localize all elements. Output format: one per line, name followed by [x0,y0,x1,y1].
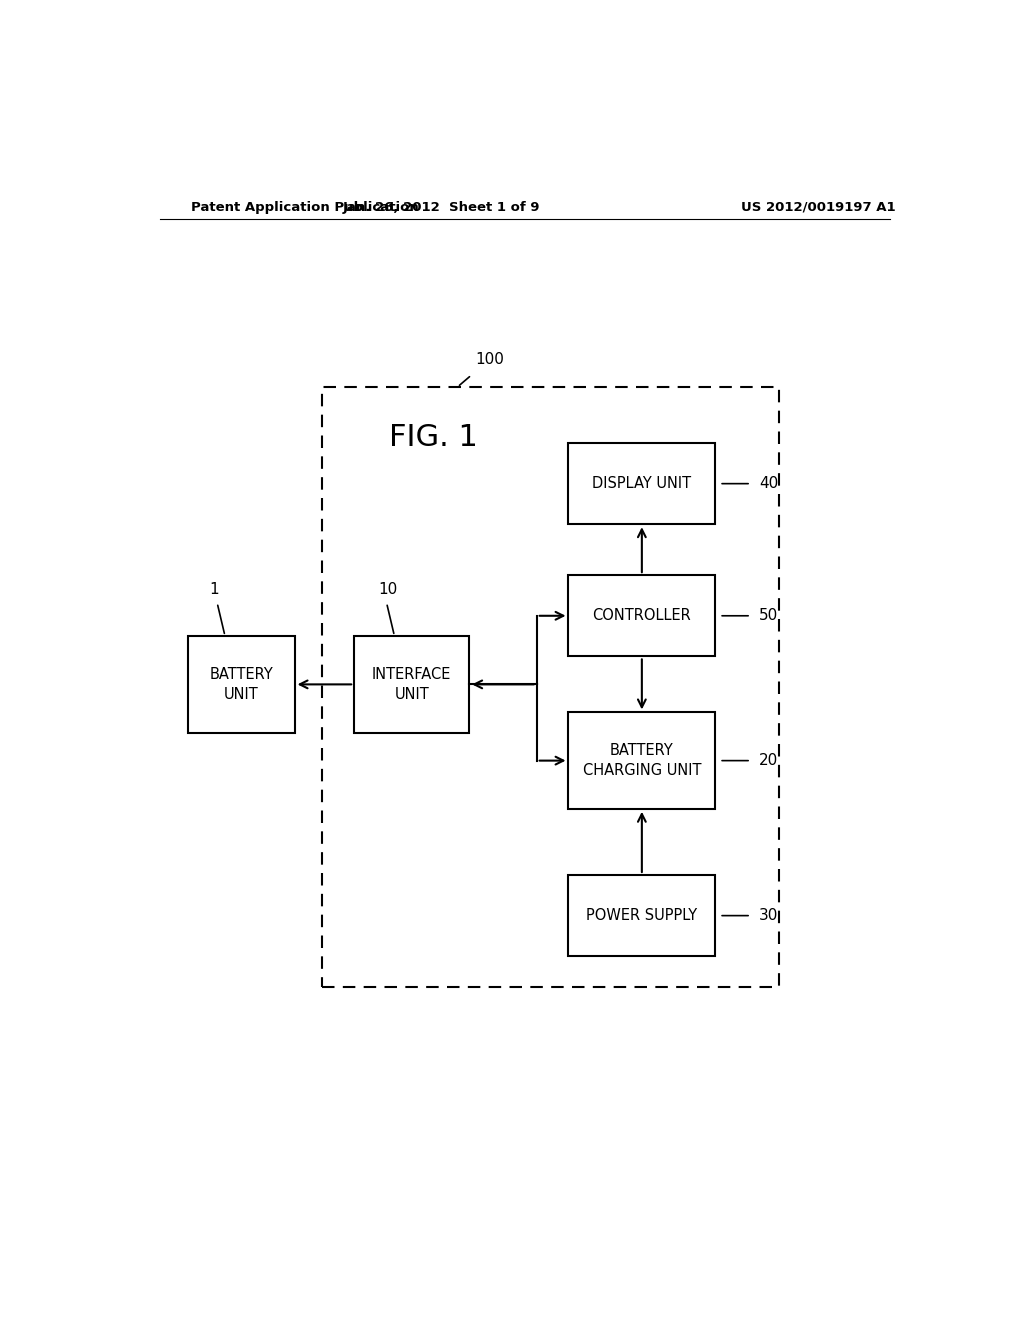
Bar [568,576,715,656]
Bar [323,387,778,987]
Text: BATTERY
UNIT: BATTERY UNIT [209,667,273,702]
Text: BATTERY
CHARGING UNIT: BATTERY CHARGING UNIT [583,743,701,777]
Bar [568,713,715,809]
Bar [354,636,469,733]
Text: Jan. 26, 2012  Sheet 1 of 9: Jan. 26, 2012 Sheet 1 of 9 [343,201,541,214]
Text: Patent Application Publication: Patent Application Publication [191,201,419,214]
Text: 10: 10 [379,582,398,598]
Bar [568,444,715,524]
Text: POWER SUPPLY: POWER SUPPLY [587,908,697,923]
Text: 50: 50 [759,609,778,623]
Text: 40: 40 [759,477,778,491]
Text: CONTROLLER: CONTROLLER [593,609,691,623]
Bar [568,875,715,956]
Text: 20: 20 [759,754,778,768]
Text: 30: 30 [759,908,778,923]
Text: 1: 1 [209,582,219,598]
Text: FIG. 1: FIG. 1 [389,424,478,453]
Text: US 2012/0019197 A1: US 2012/0019197 A1 [741,201,896,214]
Text: 100: 100 [475,351,505,367]
Text: INTERFACE
UNIT: INTERFACE UNIT [372,667,452,702]
Text: DISPLAY UNIT: DISPLAY UNIT [592,477,691,491]
Bar [187,636,295,733]
